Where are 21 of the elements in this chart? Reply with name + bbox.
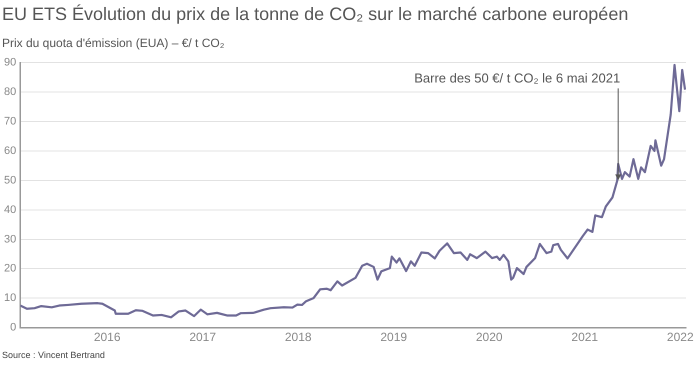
- y-tick-label: 60: [4, 144, 16, 157]
- x-tick-label: 2016: [94, 330, 121, 344]
- x-tick-label: 2022: [666, 330, 694, 344]
- y-tick-label: 80: [4, 86, 16, 98]
- x-tick-label: 2021: [571, 330, 598, 344]
- y-tick-label: 40: [4, 204, 16, 216]
- y-axis-title: Prix du quota d'émission (EUA) – €/ t CO₂: [1, 35, 226, 52]
- y-tick-label: 20: [4, 262, 16, 275]
- y-tick-label: 0: [10, 322, 16, 334]
- y-tick-label: 10: [4, 292, 16, 304]
- chart-title: EU ETS Évolution du prix de la tonne de CO₂ sur le marché carbone européen: [1, 3, 630, 26]
- source-note: Source : Vincent Bertrand: [1, 349, 106, 360]
- x-tick-label: 2017: [189, 330, 216, 344]
- y-tick-label: 90: [4, 56, 16, 69]
- y-tick-label: 70: [4, 116, 16, 128]
- y-tick-label: 50: [4, 174, 16, 186]
- x-tick-label: 2020: [476, 330, 503, 344]
- annotation: Barre des 50 €/ t CO₂ le 6 mai 2021: [414, 70, 620, 86]
- x-tick-label: 2018: [284, 330, 312, 344]
- y-tick-label: 30: [4, 233, 16, 246]
- x-tick-label: 2019: [380, 330, 408, 344]
